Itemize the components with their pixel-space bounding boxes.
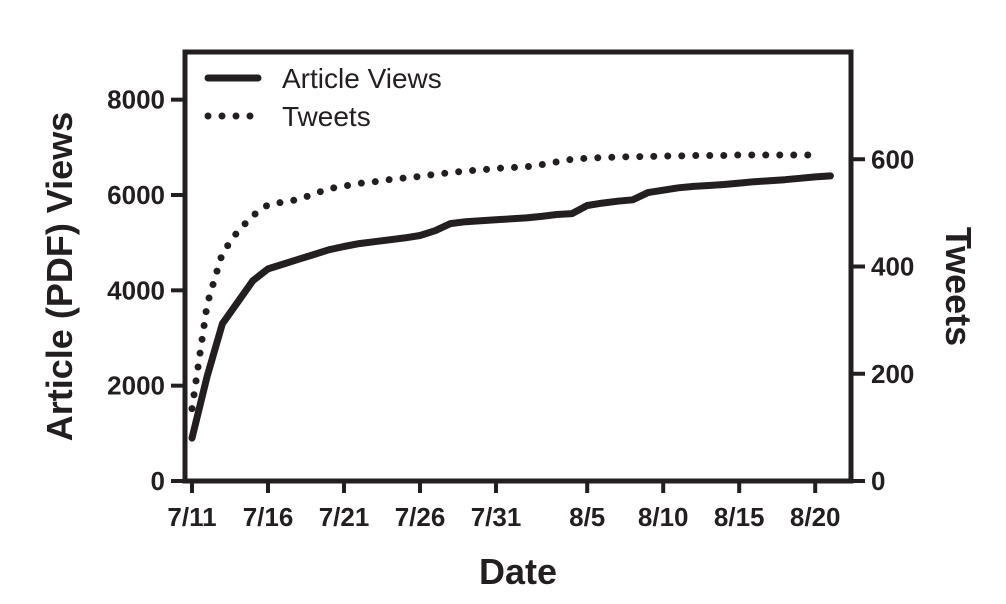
- x-axis-title: Date: [479, 551, 557, 592]
- right-y-axis-title: Tweets: [938, 227, 979, 346]
- series-line-article-views: [188, 172, 834, 442]
- left-y-tick-label: 0: [151, 466, 165, 496]
- x-tick-label: 8/5: [569, 502, 605, 532]
- legend-label: Tweets: [282, 101, 371, 132]
- x-tick-label: 8/20: [790, 502, 841, 532]
- series-layer: [188, 151, 834, 442]
- left-y-tick-label: 8000: [107, 85, 165, 115]
- x-tick-label: 7/21: [319, 502, 370, 532]
- series-line-tweets: [188, 151, 819, 413]
- right-y-tick-label: 200: [871, 359, 914, 389]
- ticks: 7/11 7/16 7/21 7/26 7/31 8/5 8/10 8/15 8/2002000…: [107, 85, 914, 532]
- x-tick-label: 7/26: [395, 502, 446, 532]
- right-y-tick-label: 400: [871, 252, 914, 282]
- x-tick-label: 8/10: [638, 502, 689, 532]
- left-y-axis-title: Article (PDF) Views: [39, 112, 80, 441]
- left-y-tick-label: 4000: [107, 275, 165, 305]
- legend: Article Views Tweets: [204, 63, 442, 132]
- left-y-tick-label: 2000: [107, 371, 165, 401]
- left-y-tick-label: 6000: [107, 180, 165, 210]
- right-y-tick-label: 0: [871, 466, 885, 496]
- x-tick-label: 7/31: [471, 502, 522, 532]
- x-tick-label: 7/16: [243, 502, 294, 532]
- x-tick-label: 8/15: [714, 502, 765, 532]
- x-tick-label: 7/11: [167, 502, 216, 532]
- legend-label: Article Views: [282, 63, 442, 94]
- right-y-tick-label: 600: [871, 144, 914, 174]
